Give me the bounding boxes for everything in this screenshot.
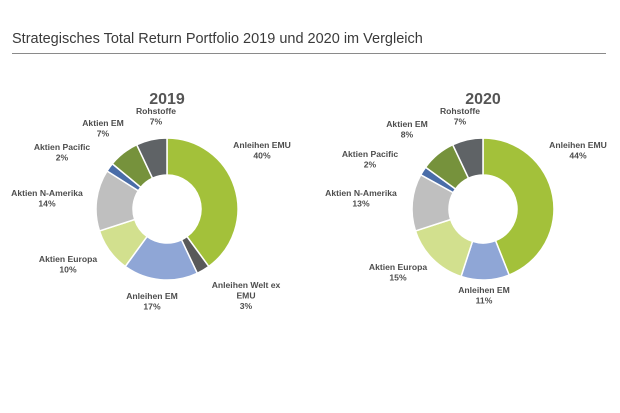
title-divider [12,53,606,54]
chart-title: 2020 [465,91,501,108]
slice-label-aktien-europa: Aktien Europa 15% [369,262,427,283]
slice-label-aktien-pacific: Aktien Pacific 2% [342,149,399,170]
slice-label-anleihen-welt-ex-emu: Anleihen Welt ex EMU 3% [212,280,281,311]
slice-label-aktien-pacific: Aktien Pacific 2% [34,142,91,163]
slice-label-anleihen-emu: Anleihen EMU 40% [233,140,291,161]
slice-label-aktien-europa: Aktien Europa 10% [39,254,97,275]
slice-rohstoffe [451,137,484,180]
slice-anleihen-emu [482,137,555,276]
page-title: Strategisches Total Return Portfolio 201… [12,31,423,47]
donut-chart-2019: 2019 Anleihen EMU 40% Anleihen Welt ex EMU 3%… [11,91,291,312]
slice-label-anleihen-em: Anleihen EM 17% [126,291,178,312]
slice-label-anleihen-em: Anleihen EM 11% [458,285,510,306]
slice-anleihen-emu [166,137,239,268]
slice-label-anleihen-emu: Anleihen EMU 44% [549,140,607,161]
slice-label-aktien-n-amerika: Aktien N-Amerika 13% [325,188,397,209]
slice-label-aktien-em: Aktien EM 7% [82,118,124,139]
chart-title: 2019 [149,91,185,108]
donut-chart-2020: 2020 Anleihen EMU 44% Anleihen EM 11% Aktien … [325,91,607,306]
slice-label-aktien-n-amerika: Aktien N-Amerika 14% [11,188,83,209]
slice-label-rohstoffe: Rohstoffe 7% [136,106,176,127]
slice-label-aktien-em: Aktien EM 8% [386,119,428,140]
slice-label-rohstoffe: Rohstoffe 7% [440,106,480,127]
slice-rohstoffe [135,137,168,180]
